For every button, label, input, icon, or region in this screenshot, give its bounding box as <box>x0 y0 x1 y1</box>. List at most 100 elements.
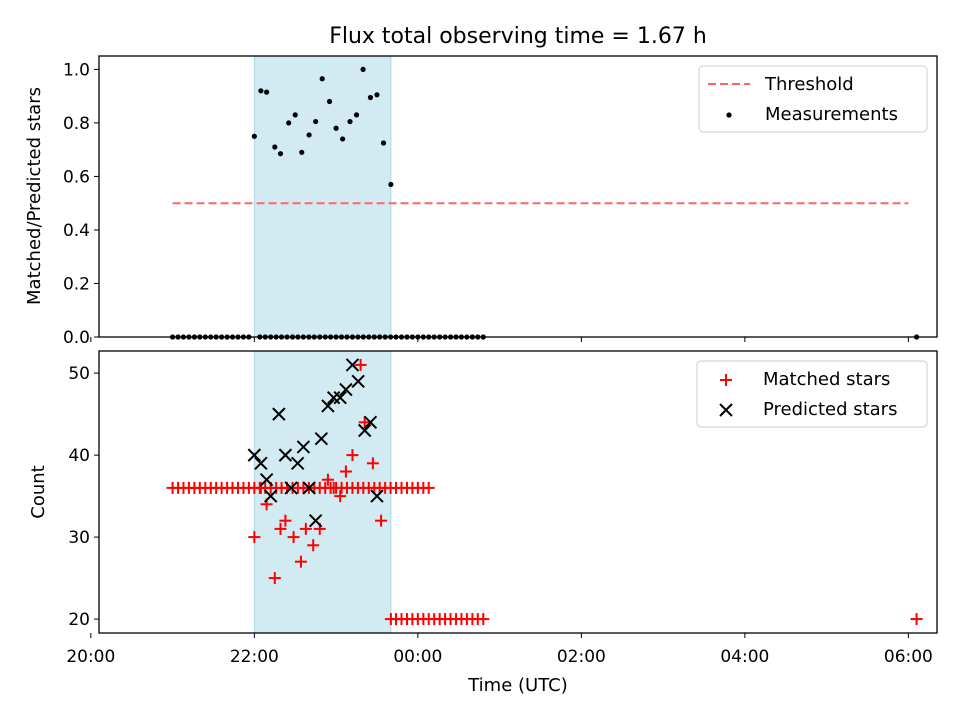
measurement-point <box>277 151 284 157</box>
predicted-star-marker <box>351 374 365 389</box>
chart-title: Flux total observing time = 1.67 h <box>329 24 707 49</box>
bottom-xtick-label: 22:00 <box>230 647 279 667</box>
top-y-axis-label: Matched/Predicted stars <box>24 87 45 305</box>
bottom-xtick-label: 06:00 <box>884 647 933 667</box>
predicted-star-marker <box>290 456 305 471</box>
legend-measurements-swatch <box>726 112 732 118</box>
bottom-y-axis-label: Count <box>28 465 49 518</box>
matched-star-marker <box>334 490 347 503</box>
legend-predicted-label: Predicted stars <box>763 399 897 420</box>
legend-matched-swatch <box>720 374 732 386</box>
matched-star-marker <box>299 522 312 535</box>
bottom-xtick-label: 04:00 <box>720 647 769 667</box>
bottom-ytick-label: 40 <box>68 446 90 466</box>
predicted-star-marker <box>370 489 384 503</box>
predicted-star-marker <box>272 407 286 421</box>
matched-star-marker <box>358 416 371 429</box>
matched-star-marker <box>910 613 923 626</box>
measurement-point <box>380 140 387 146</box>
top-ytick-label: 1.0 <box>63 60 90 80</box>
bottom-legend: Matched stars Predicted stars <box>696 360 928 428</box>
x-axis-label: Time (UTC) <box>467 675 568 696</box>
matched-star-marker <box>366 457 379 470</box>
bottom-xtick-label: 20:00 <box>66 647 115 667</box>
top-legend-box <box>698 65 928 133</box>
predicted-star-marker <box>308 513 323 528</box>
matched-star-marker <box>268 572 281 585</box>
matched-star-marker <box>339 465 352 478</box>
measurement-point <box>306 132 312 138</box>
legend-matched-label: Matched stars <box>763 369 890 390</box>
matched-star-marker <box>327 481 340 494</box>
measurement-point <box>258 88 264 94</box>
matched-star-marker <box>354 358 367 371</box>
measurement-point <box>374 92 380 98</box>
observing-window-span <box>253 55 392 338</box>
predicted-star-marker <box>278 448 293 462</box>
legend-threshold-label: Threshold <box>764 74 854 95</box>
matched-star-marker <box>321 473 334 486</box>
bottom-ytick-label: 50 <box>68 364 90 384</box>
top-panel: 0.0 0.2 0.4 0.6 0.8 1.0 Matched/Predicted sta… <box>24 55 938 348</box>
top-ytick-label: 0.2 <box>63 274 90 294</box>
measurement-point <box>353 112 360 118</box>
measurement-point <box>388 181 394 188</box>
matched-star-marker <box>287 531 300 544</box>
bottom-panel-frame <box>98 350 938 634</box>
top-ytick-label: 0.6 <box>63 167 90 187</box>
predicted-star-marker <box>339 382 353 397</box>
top-panel-frame <box>98 55 938 338</box>
top-ytick-label: 0.4 <box>63 221 90 241</box>
predicted-star-marker <box>314 432 329 446</box>
measurement-point <box>292 112 298 118</box>
bottom-xtick-label: 02:00 <box>557 647 606 667</box>
predicted-star-marker <box>259 472 274 487</box>
predicted-star-marker <box>263 489 278 503</box>
top-legend: Threshold Measurements <box>698 65 928 133</box>
predicted-star-marker <box>247 448 262 462</box>
matched-star-marker <box>274 522 287 535</box>
measurement-point <box>264 89 270 95</box>
matched-star-marker <box>346 449 359 462</box>
predicted-star-marker <box>254 456 268 471</box>
predicted-star-marker <box>345 358 360 372</box>
legend-measurements-label: Measurements <box>765 104 898 125</box>
measurement-point <box>272 144 278 150</box>
matched-star-marker <box>279 514 292 527</box>
measurement-point <box>313 118 319 125</box>
bottom-panel-marks <box>166 350 923 634</box>
top-ytick-label: 0.0 <box>63 328 90 348</box>
top-panel-axes: 0.0 0.2 0.4 0.6 0.8 1.0 <box>63 60 909 348</box>
predicted-star-marker <box>284 481 298 495</box>
measurement-point <box>340 136 346 142</box>
measurement-point <box>299 149 305 155</box>
predicted-star-marker <box>363 415 378 430</box>
predicted-star-marker <box>302 481 316 495</box>
predicted-star-marker <box>333 391 347 405</box>
predicted-star-marker <box>296 440 311 454</box>
legend-predicted-swatch <box>719 403 733 417</box>
matched-star-marker <box>248 531 261 544</box>
measurement-point <box>360 66 366 72</box>
matched-star-marker <box>254 481 267 494</box>
measurement-point <box>326 98 333 105</box>
bottom-xtick-label: 00:00 <box>393 647 442 667</box>
bottom-ytick-label: 20 <box>68 610 90 630</box>
predicted-star-marker <box>326 391 341 405</box>
bottom-ytick-label: 30 <box>68 528 90 548</box>
measurement-point <box>367 94 374 101</box>
measurement-point <box>347 118 353 125</box>
matched-star-marker <box>422 481 435 494</box>
measurement-point <box>333 125 339 131</box>
top-ytick-label: 0.8 <box>63 114 90 134</box>
predicted-star-marker <box>321 399 335 413</box>
measurement-point <box>251 133 257 139</box>
measurement-point <box>286 120 292 126</box>
top-panel-marks <box>169 55 920 340</box>
bottom-panel-axes: 20 30 40 50 20:00 22:00 00:00 02:00 04:00 06:00 <box>66 364 933 667</box>
matched-star-marker <box>294 555 307 568</box>
bottom-legend-box <box>696 360 928 428</box>
matched-star-marker <box>477 613 490 626</box>
matched-star-marker <box>375 514 388 527</box>
